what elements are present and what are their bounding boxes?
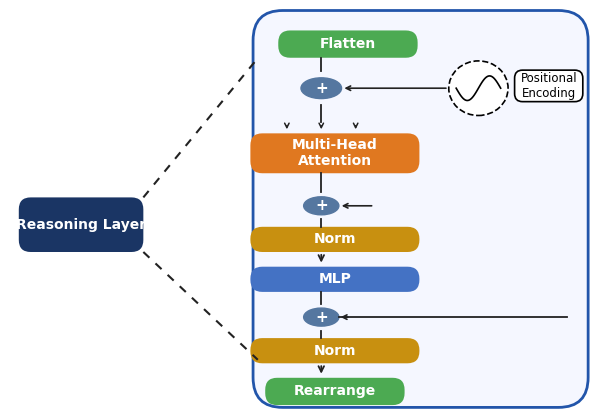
- Text: MLP: MLP: [319, 272, 352, 286]
- Text: +: +: [315, 81, 328, 96]
- Ellipse shape: [304, 197, 339, 215]
- Text: Positional
Encoding: Positional Encoding: [520, 72, 577, 100]
- Text: Reasoning Layer: Reasoning Layer: [16, 218, 146, 232]
- FancyBboxPatch shape: [250, 338, 419, 363]
- FancyBboxPatch shape: [250, 267, 419, 292]
- Ellipse shape: [304, 308, 339, 326]
- Text: Rearrange: Rearrange: [294, 384, 376, 399]
- Ellipse shape: [301, 78, 341, 99]
- FancyBboxPatch shape: [265, 378, 404, 405]
- FancyBboxPatch shape: [250, 227, 419, 252]
- Text: Multi-Head
Attention: Multi-Head Attention: [292, 138, 378, 168]
- FancyBboxPatch shape: [250, 134, 419, 173]
- FancyBboxPatch shape: [278, 30, 418, 58]
- FancyBboxPatch shape: [515, 70, 583, 102]
- Text: Norm: Norm: [314, 344, 356, 358]
- Text: +: +: [315, 198, 328, 213]
- FancyBboxPatch shape: [19, 197, 143, 252]
- Text: +: +: [315, 310, 328, 325]
- Ellipse shape: [449, 61, 508, 116]
- FancyBboxPatch shape: [253, 10, 588, 407]
- Text: Norm: Norm: [314, 232, 356, 247]
- Text: Flatten: Flatten: [320, 37, 376, 51]
